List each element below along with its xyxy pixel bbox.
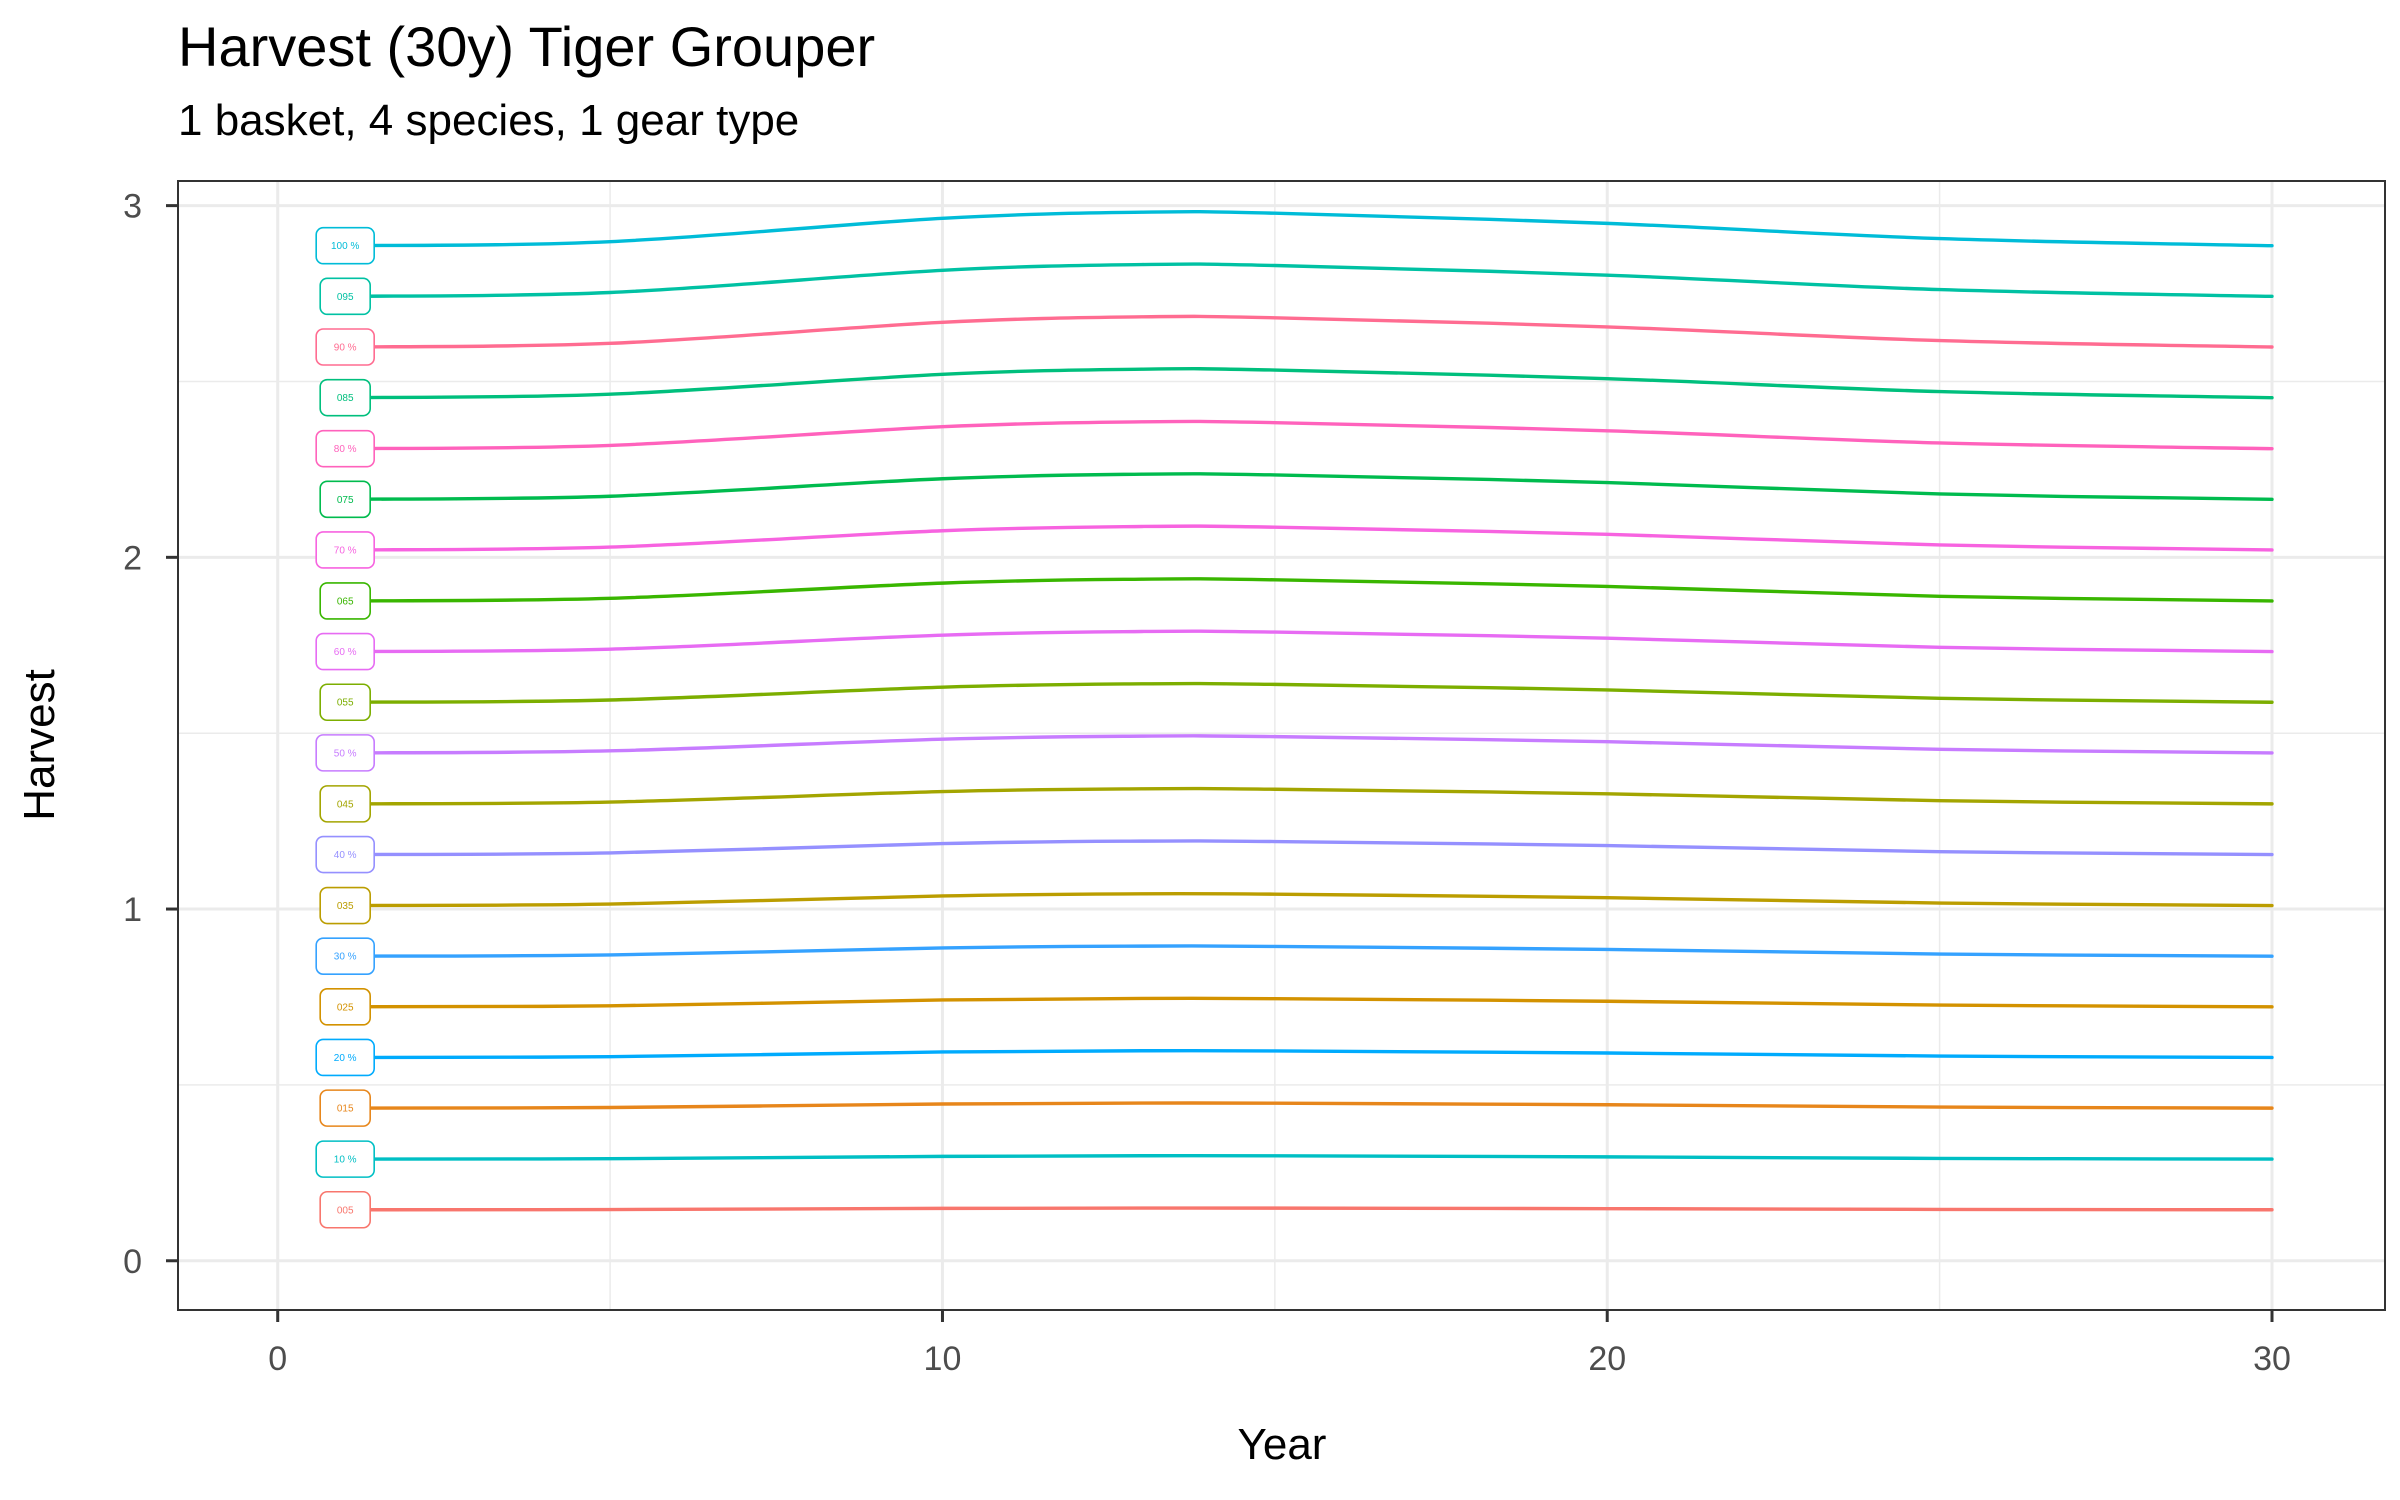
series-start-label: 075 (319, 480, 371, 519)
series-label-box (319, 277, 371, 316)
series-line (342, 367, 2274, 400)
grid (178, 181, 2385, 1310)
series-line (342, 1048, 2274, 1060)
y-tick-label: 1 (123, 891, 142, 929)
series-start-label: 035 (319, 886, 371, 925)
series-label-box (319, 1190, 371, 1229)
y-tick-label: 0 (123, 1243, 142, 1281)
series-line (342, 629, 2274, 654)
series-label-text: 075 (337, 495, 354, 506)
series-start-label: 065 (319, 582, 371, 620)
series-start-label: 085 (319, 378, 371, 417)
series-label-text: 035 (337, 901, 354, 912)
x-tick-label: 20 (1588, 1340, 1626, 1378)
series-label-box (319, 886, 371, 925)
series-label-text: 70 % (334, 545, 357, 556)
axes: 0 10 20 30 0 1 2 3 (123, 188, 2291, 1378)
series-label-box (319, 378, 371, 417)
series-start-label: 20 % (315, 1038, 375, 1077)
series-line (342, 1154, 2274, 1161)
series-line (342, 472, 2274, 501)
series-label-text: 30 % (334, 952, 357, 963)
series-start-label: 90 % (315, 328, 375, 366)
x-tick-label: 30 (2253, 1340, 2291, 1378)
series-start-label: 015 (319, 1089, 371, 1127)
series-label-text: 055 (337, 698, 354, 709)
series-lines (342, 209, 2274, 1212)
series-start-label: 100 % (315, 226, 375, 265)
series-label-box (315, 632, 375, 671)
series-label-box (315, 937, 375, 975)
series-line (342, 209, 2274, 248)
series-line (342, 577, 2274, 603)
chart-subtitle: 1 basket, 4 species, 1 gear type (178, 96, 800, 145)
series-start-label: 095 (319, 277, 371, 316)
x-axis-label: Year (1237, 1420, 1327, 1469)
series-label-text: 50 % (334, 748, 357, 759)
series-label-box (315, 226, 375, 265)
y-tick-label: 2 (123, 539, 142, 577)
series-start-label: 005 (319, 1190, 371, 1229)
series-start-label: 80 % (315, 429, 375, 468)
series-label-text: 90 % (334, 343, 357, 354)
plot-border (177, 180, 2386, 1311)
series-label-box (315, 1140, 375, 1178)
series-labels: 005 10 % 015 20 % 025 30 % 035 40 % 045 50 % 055 60… (315, 226, 375, 1229)
series-start-label: 10 % (315, 1140, 375, 1178)
series-label-box (315, 429, 375, 468)
series-label-text: 005 (337, 1205, 354, 1216)
series-start-label: 50 % (315, 734, 375, 772)
series-label-text: 025 (337, 1002, 354, 1013)
series-line (342, 734, 2274, 755)
series-label-text: 015 (337, 1104, 354, 1115)
series-start-label: 025 (319, 988, 371, 1026)
series-line (342, 1206, 2274, 1212)
series-label-box (319, 988, 371, 1026)
series-label-box (315, 531, 375, 569)
series-line (342, 419, 2274, 451)
series-label-text: 40 % (334, 850, 357, 861)
series-line (342, 524, 2274, 552)
series-line (342, 944, 2274, 958)
series-label-box (315, 1038, 375, 1077)
series-label-text: 60 % (334, 647, 357, 658)
x-tick-label: 0 (268, 1340, 287, 1378)
series-label-text: 085 (337, 393, 354, 404)
series-line (342, 681, 2274, 704)
x-tick-label: 10 (924, 1340, 962, 1378)
series-line (342, 314, 2274, 349)
series-start-label: 055 (319, 683, 371, 722)
series-label-box (319, 1089, 371, 1127)
series-label-box (315, 328, 375, 366)
series-label-box (319, 683, 371, 722)
series-label-box (315, 734, 375, 772)
series-label-box (319, 785, 371, 823)
series-start-label: 60 % (315, 632, 375, 671)
series-line (342, 786, 2274, 806)
series-start-label: 045 (319, 785, 371, 823)
series-label-text: 095 (337, 292, 354, 303)
series-label-text: 20 % (334, 1053, 357, 1064)
plot-background (178, 181, 2385, 1310)
series-line (342, 996, 2274, 1009)
series-line (342, 262, 2274, 299)
series-start-label: 30 % (315, 937, 375, 975)
series-label-text: 10 % (334, 1155, 357, 1166)
y-tick-label: 3 (123, 188, 142, 226)
series-line (342, 891, 2274, 908)
series-label-text: 100 % (331, 241, 359, 252)
series-label-box (319, 582, 371, 620)
series-line (342, 839, 2274, 857)
series-start-label: 40 % (315, 835, 375, 874)
y-axis-label: Harvest (15, 669, 64, 821)
chart-title: Harvest (30y) Tiger Grouper (178, 15, 876, 78)
series-label-text: 065 (337, 596, 354, 607)
series-label-box (319, 480, 371, 519)
series-label-text: 045 (337, 799, 354, 810)
series-start-label: 70 % (315, 531, 375, 569)
series-label-text: 80 % (334, 444, 357, 455)
series-label-box (315, 835, 375, 874)
series-line (342, 1101, 2274, 1110)
